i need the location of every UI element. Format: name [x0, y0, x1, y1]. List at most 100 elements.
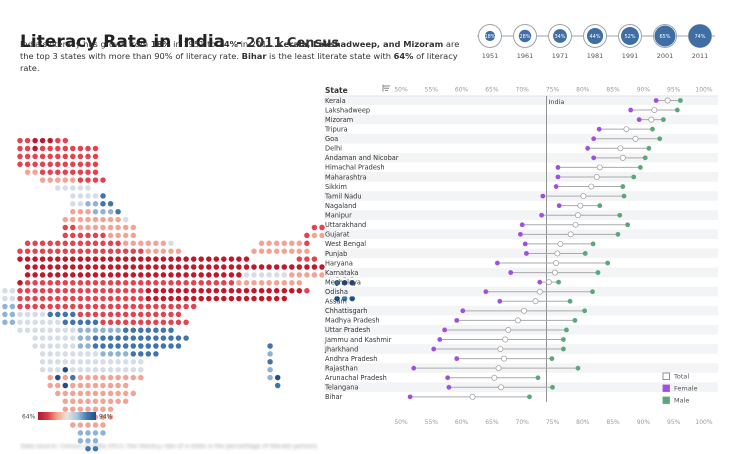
map-dot	[17, 327, 23, 333]
map-dot	[70, 193, 76, 199]
map-dot	[130, 351, 137, 357]
map-dot	[62, 295, 69, 302]
total-dot	[632, 135, 639, 142]
map-dot	[115, 343, 121, 349]
island-dot	[70, 374, 76, 381]
map-dot	[334, 295, 340, 302]
map-dot	[55, 382, 61, 389]
map-dot	[55, 264, 61, 270]
map-dot	[39, 351, 46, 357]
map-dot	[39, 343, 46, 349]
female-dot	[539, 212, 544, 218]
map-dot	[92, 240, 99, 247]
map-dot	[24, 303, 31, 310]
map-dot	[39, 264, 46, 270]
map-dot	[130, 343, 137, 349]
total-dot	[505, 326, 512, 333]
female-dot	[540, 193, 546, 199]
timeline-bubble	[484, 30, 496, 42]
map-dot	[77, 153, 84, 160]
map-dot	[47, 374, 53, 381]
total-dot	[588, 183, 595, 190]
map-dot	[175, 264, 182, 270]
map-dot	[70, 280, 76, 286]
map-dot	[77, 390, 84, 397]
map-dot	[77, 430, 84, 436]
male-dot	[595, 270, 601, 275]
map-dot	[24, 153, 31, 160]
map-dot	[85, 201, 91, 207]
total-dot	[664, 97, 671, 104]
map-dot	[92, 280, 99, 286]
timeline-year-label: 2011	[692, 52, 709, 60]
description-run: are the top 3 states with more than 90% …	[20, 39, 460, 61]
map-dot	[92, 287, 99, 294]
map-dot	[160, 335, 167, 341]
map-dot	[47, 177, 53, 183]
map-dot	[32, 343, 38, 349]
total-dot	[497, 346, 504, 353]
map-dot	[62, 303, 69, 310]
map-dot	[258, 240, 265, 247]
map-dot	[39, 319, 46, 326]
total-dot	[651, 107, 658, 114]
map-dot	[138, 264, 144, 270]
map-dot	[62, 185, 69, 191]
female-dot	[437, 337, 443, 342]
map-dot	[228, 287, 235, 294]
map-dot	[138, 295, 144, 302]
map-dot	[175, 280, 182, 286]
female-dot	[460, 308, 466, 314]
map-dot	[168, 327, 174, 333]
map-dot	[206, 272, 212, 278]
map-dot	[85, 264, 91, 270]
map-dot	[296, 248, 303, 254]
map-dot	[70, 240, 76, 247]
map-dot	[47, 145, 53, 152]
map-dot	[138, 240, 144, 247]
map-dot	[145, 327, 152, 333]
total-dot	[545, 279, 552, 286]
map-dot	[251, 264, 257, 270]
total-dot	[577, 202, 584, 209]
map-dot	[273, 248, 280, 254]
map-dot	[130, 232, 137, 239]
map-dot	[107, 287, 114, 294]
map-dot	[100, 414, 106, 420]
x-tick-bottom: 70%	[516, 419, 530, 426]
map-dot	[39, 161, 46, 168]
map-dot	[47, 264, 53, 270]
map-dot	[122, 256, 129, 262]
map-dot	[213, 272, 220, 278]
map-dot	[77, 335, 84, 341]
description-run: in 2011.	[237, 39, 278, 49]
map-dot	[341, 295, 348, 302]
map-dot	[9, 303, 16, 310]
map-dot	[190, 264, 197, 270]
map-dot	[115, 248, 121, 254]
sort-icon[interactable]	[382, 84, 390, 92]
page-title: Literacy Rate in India - 2011 Census	[20, 17, 339, 55]
island-dot	[55, 374, 61, 381]
male-dot	[590, 289, 595, 295]
footnote-text: Data source: Census of India 2011; the l…	[20, 443, 318, 450]
map-dot	[100, 208, 106, 215]
total-dot	[551, 269, 558, 276]
map-dot	[168, 240, 174, 247]
map-dot	[168, 287, 174, 294]
map-dot	[85, 445, 91, 452]
map-dot	[62, 359, 69, 365]
map-dot	[55, 153, 61, 160]
map-dot	[115, 311, 121, 318]
title-subtitle: - 2011 Census	[236, 36, 340, 51]
map-dot	[92, 208, 99, 215]
map-dot	[349, 280, 355, 286]
island-dot	[267, 374, 273, 381]
map-dot	[130, 374, 137, 381]
map-dot	[153, 311, 159, 318]
map-dot	[236, 264, 242, 270]
map-dot	[319, 272, 325, 278]
map-dot	[138, 327, 144, 333]
map-dot	[55, 327, 61, 333]
x-tick-top: 75%	[546, 87, 560, 94]
